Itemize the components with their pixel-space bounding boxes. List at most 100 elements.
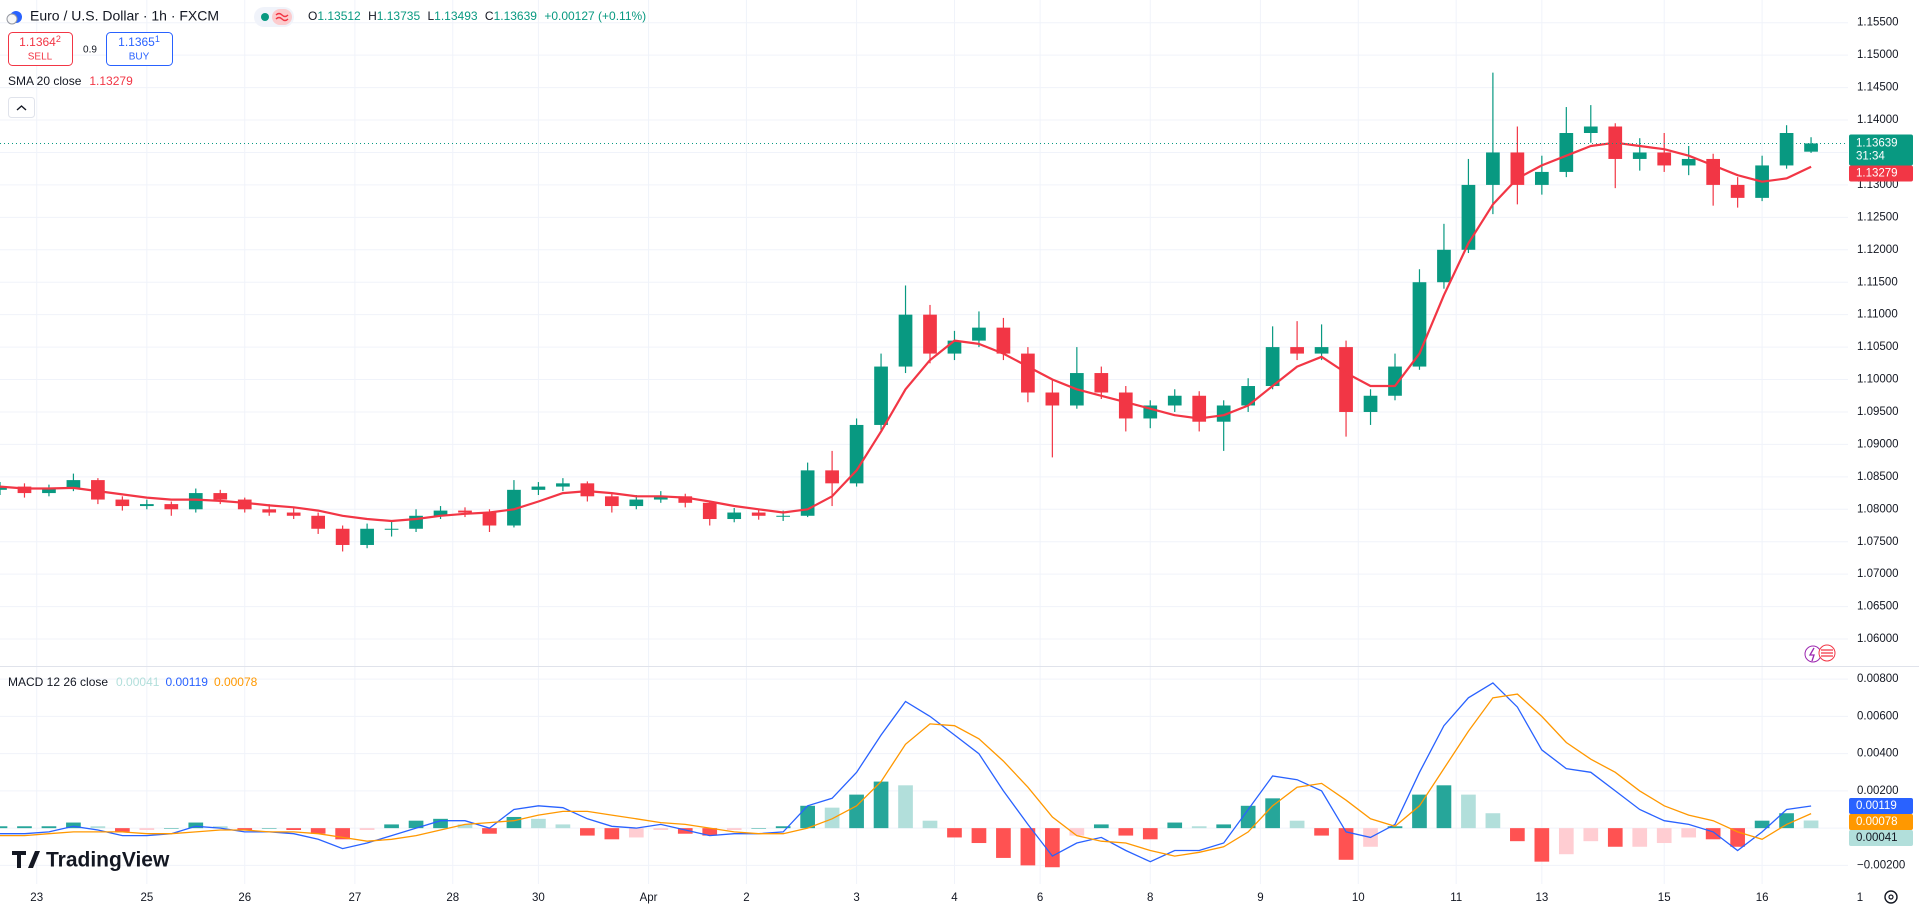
candle-body [849, 424, 864, 484]
histogram-bar [1191, 826, 1207, 829]
x-tick-label: 8 [1147, 892, 1153, 904]
histogram-bar [1289, 820, 1305, 829]
countdown-label: 31:34 [1856, 150, 1885, 162]
symbol-icon [6, 13, 18, 25]
candle-body [311, 515, 326, 529]
histogram-bar [702, 828, 718, 836]
candle-body [17, 486, 32, 494]
sell-label: SELL [28, 52, 53, 63]
candle-body [556, 483, 570, 487]
logo-mark [12, 851, 40, 868]
sma-line [0, 141, 1812, 523]
candle-body [66, 480, 81, 489]
macd-badge [1849, 797, 1913, 814]
y-tick-label: 0.00600 [1857, 710, 1899, 722]
candle-body [482, 512, 497, 526]
sell-button[interactable] [8, 32, 73, 66]
histogram-bar [1705, 828, 1721, 840]
histogram-bar [433, 818, 448, 829]
x-tick-label: 6 [1037, 892, 1043, 904]
buy-label: BUY [129, 52, 150, 63]
histogram-bar [1558, 828, 1574, 855]
settings-icon[interactable] [1884, 890, 1898, 904]
candle-body [91, 480, 105, 500]
candle-body [1241, 386, 1256, 406]
candle-body [629, 499, 644, 507]
macd-badge-label: 0.00041 [1856, 832, 1898, 844]
macd-legend-name[interactable]: MACD 12 26 close [8, 675, 108, 689]
event-glyph [1821, 649, 1833, 657]
x-tick-label: 23 [30, 892, 43, 904]
signal-line [0, 693, 1812, 857]
histogram-bar [506, 816, 522, 829]
macd-badge-label: 0.00119 [1856, 800, 1897, 812]
x-tick-label: Apr [640, 892, 658, 904]
histogram-bar [1461, 794, 1476, 829]
ohlc-low: 1.13493 [434, 9, 478, 23]
buy-price-main: 1.1365 [118, 35, 155, 49]
delay-badge[interactable] [272, 9, 292, 25]
histogram-bar [726, 828, 742, 830]
histogram-bar [898, 785, 913, 829]
candle-body [1388, 366, 1402, 396]
candle-body [702, 502, 717, 520]
candle-body [653, 496, 668, 500]
sma-legend: SMA 20 close 1.13279 [8, 74, 133, 88]
x-tick-label: 1 [1857, 892, 1863, 904]
candle-body [604, 496, 619, 507]
histogram-bar [1240, 805, 1256, 829]
macd-hist-value: 0.00041 [116, 675, 160, 689]
candle-body [1094, 373, 1109, 393]
sma-legend-name[interactable]: SMA 20 close [8, 74, 82, 88]
histogram-bar [751, 828, 767, 829]
candle-body [1290, 347, 1304, 354]
x-tick-label: 2 [743, 892, 749, 904]
histogram-bar [1534, 828, 1550, 862]
y-tick-label: 1.06500 [1857, 601, 1899, 613]
y-tick-label: 1.14500 [1857, 82, 1899, 94]
histogram-bar [310, 828, 326, 834]
collapse-button[interactable] [8, 97, 35, 118]
histogram-bar [139, 828, 155, 830]
last-price-badge [1849, 134, 1913, 166]
candle-body [776, 515, 791, 517]
histogram-bar [457, 824, 473, 829]
sell-price: 1.13642 [19, 34, 61, 49]
histogram-bar [1167, 822, 1183, 829]
ohlc-high: 1.13735 [377, 9, 421, 23]
candle-body [1681, 158, 1696, 166]
histogram-bar [1730, 828, 1745, 847]
candle-body [1632, 152, 1647, 159]
candle-body [1559, 133, 1574, 172]
candle-body [1779, 133, 1794, 166]
macd-signal-value: 0.00078 [214, 675, 258, 689]
ohlc-letter: L [427, 9, 434, 23]
candle-body [1118, 392, 1133, 419]
y-tick-label: 1.10500 [1857, 341, 1899, 353]
sma-badge [1849, 165, 1913, 182]
histogram-bar [1412, 794, 1427, 829]
candle-body [164, 504, 179, 510]
macd-legend: MACD 12 26 close 0.00041 0.00119 0.00078 [8, 675, 258, 689]
macd-badge [1849, 813, 1913, 830]
x-tick-label: 28 [446, 892, 459, 904]
y-tick-label: 1.15000 [1857, 49, 1899, 61]
y-tick-label: 0.00200 [1857, 785, 1899, 797]
histogram-bar [286, 828, 302, 830]
histogram-bar [90, 826, 106, 829]
histogram-bar [408, 820, 424, 829]
x-tick-label: 26 [238, 892, 251, 904]
logo-text[interactable]: TradingView [46, 849, 170, 872]
x-tick-label: 16 [1756, 892, 1769, 904]
y-tick-label: 1.09500 [1857, 406, 1899, 418]
candle-body [1339, 347, 1353, 412]
candle-body [1265, 347, 1280, 387]
histogram-bar [971, 828, 987, 844]
symbol-title[interactable]: Euro / U.S. Dollar · 1h · FXCM [30, 8, 219, 24]
x-tick-label: 3 [853, 892, 859, 904]
buy-button[interactable] [106, 32, 173, 66]
buy-price-pip: 1 [155, 34, 160, 44]
chevron-icon [16, 105, 27, 111]
event-glyph [1808, 647, 1815, 662]
histogram-bar [604, 828, 620, 840]
